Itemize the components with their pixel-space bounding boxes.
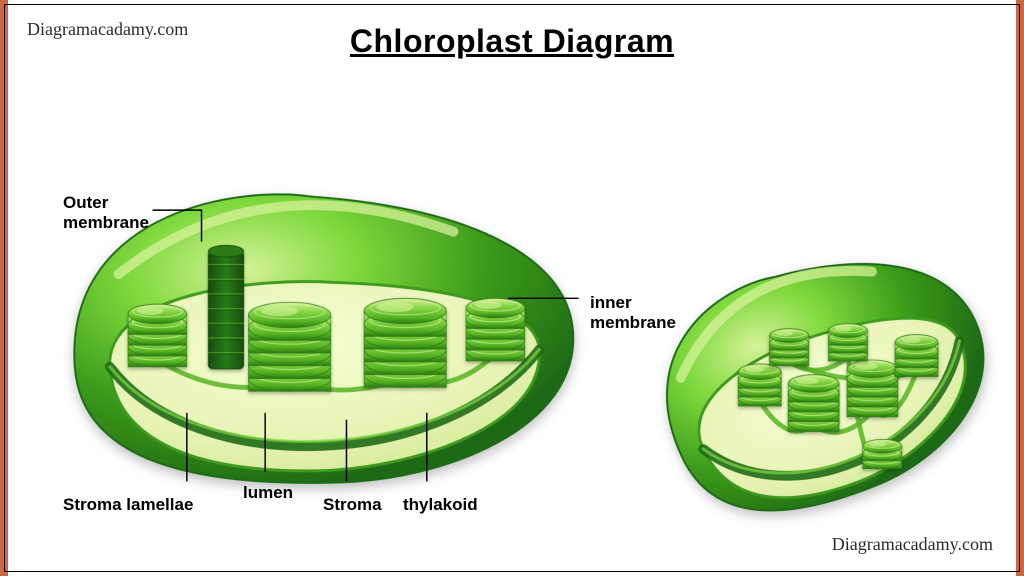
granum: [863, 439, 902, 468]
granum: [828, 324, 867, 361]
label-thylakoid: thylakoid: [403, 495, 478, 515]
granum: [249, 302, 331, 391]
granum: [895, 335, 938, 377]
page-title: Chloroplast Diagram: [350, 23, 674, 60]
label-lumen: lumen: [243, 483, 293, 503]
granum: [128, 304, 187, 367]
granum: [847, 360, 898, 417]
granum: [364, 298, 446, 387]
page-frame: Diagramacadamy.com Diagramacadamy.com Ch…: [4, 4, 1020, 572]
granum: [466, 298, 525, 361]
stroma-lamella: [208, 245, 243, 368]
chloroplast-svg: [25, 75, 999, 551]
label-inner-membrane: inner membrane: [590, 293, 676, 332]
label-outer-membrane: Outer membrane: [63, 193, 149, 232]
diagram-stage: Outer membrane inner membrane Stroma lamel…: [25, 75, 999, 551]
granum: [738, 364, 781, 406]
granum: [770, 329, 809, 366]
chloroplast-right: [628, 204, 999, 551]
watermark-top: Diagramacadamy.com: [27, 19, 188, 40]
label-stroma-lamellae: Stroma lamellae: [63, 495, 193, 515]
granum: [788, 375, 839, 432]
label-stroma: Stroma: [323, 495, 382, 515]
